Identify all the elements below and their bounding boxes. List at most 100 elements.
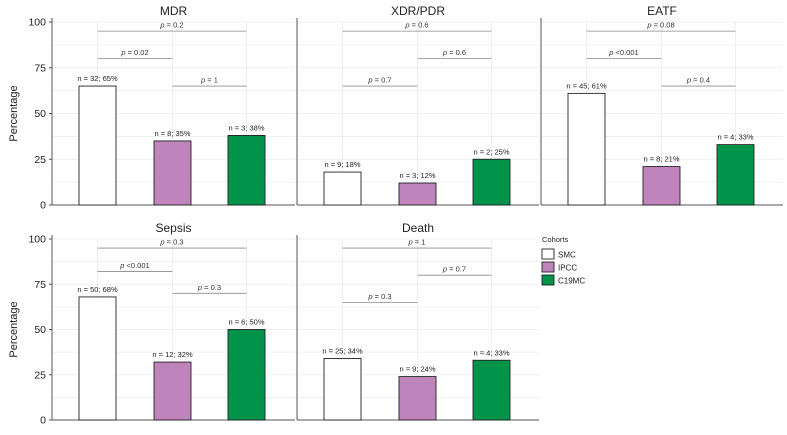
bar-ipcc	[642, 166, 681, 206]
panel-eatf: EATF n = 45; 61% n = 8; 21% n = 4; 33% p = 0…	[540, 4, 783, 206]
y-tick-label: 100	[28, 234, 46, 246]
legend-label-c19mc: C19MC	[558, 277, 585, 286]
p-value-label: p = 1	[200, 76, 218, 85]
p-value: = 0.3	[165, 238, 184, 247]
p-value-label: p = 0.08	[646, 21, 674, 30]
bar-c19mc	[227, 329, 266, 421]
panel-title: XDR/PDR	[391, 4, 445, 18]
bar-value-label: n = 6; 50%	[228, 318, 264, 327]
panel-title: EATF	[647, 4, 677, 18]
p-symbol: p	[646, 21, 651, 30]
p-symbol: p	[442, 48, 447, 57]
p-value: = 0.7	[373, 76, 392, 85]
p-value: <0.001	[613, 48, 638, 57]
p-value: = 1	[205, 76, 218, 85]
p-value: = 0.3	[202, 283, 221, 292]
bar-value-label: n = 4; 33%	[717, 133, 753, 142]
bar-value-label: n = 8; 21%	[643, 155, 679, 164]
bar-value-label: n = 4; 33%	[473, 348, 509, 357]
bar-c19mc	[227, 135, 266, 206]
p-value: = 0.6	[447, 48, 466, 57]
p-symbol: p	[159, 238, 164, 247]
legend-label-ipcc: IPCC	[558, 264, 577, 273]
p-symbol: p	[608, 48, 613, 57]
bar-value-label: n = 8; 35%	[154, 129, 190, 138]
y-tick-label: 100	[28, 17, 46, 29]
p-value: = 0.08	[652, 21, 675, 30]
bar-value-label: n = 3; 38%	[228, 123, 264, 132]
legend-title: Cohorts	[542, 235, 569, 244]
p-symbol: p	[367, 76, 372, 85]
y-tick-label: 25	[34, 369, 46, 381]
p-symbol: p	[197, 283, 202, 292]
p-symbol: p	[404, 21, 409, 30]
y-tick-label: 50	[34, 324, 46, 336]
legend-swatch-ipcc	[541, 261, 555, 273]
p-value: = 0.02	[126, 48, 149, 57]
p-symbol: p	[367, 292, 372, 301]
bar-value-label: n = 50; 68%	[77, 285, 118, 294]
y-axis-label: Percentage	[8, 85, 20, 141]
bar-value-label: n = 25; 34%	[322, 346, 363, 355]
bar-smc	[78, 296, 117, 421]
p-value-label: p <0.001	[119, 261, 149, 270]
panel-sepsis: 0 25 50 75 100 Percentage Sepsis n = 50; 68% n =…	[8, 221, 295, 427]
p-symbol: p	[200, 76, 205, 85]
y-tick-label: 0	[40, 200, 46, 212]
bar-ipcc	[153, 361, 192, 421]
bar-ipcc	[398, 182, 437, 206]
bar-value-label: n = 3; 12%	[399, 171, 435, 180]
p-value-label: p = 0.7	[367, 76, 391, 85]
bar-smc	[323, 171, 362, 206]
p-value-label: p = 0.3	[367, 292, 391, 301]
p-symbol: p	[442, 265, 447, 274]
y-axis-label: Percentage	[8, 301, 20, 357]
bar-c19mc	[716, 144, 755, 206]
p-value: = 0.6	[410, 21, 429, 30]
p-value-label: p = 1	[408, 238, 426, 247]
p-symbol: p	[119, 261, 124, 270]
panel-mdr: 0 25 50 75 100 Percentage MDR n = 32; 65% n = 8;…	[8, 4, 295, 212]
p-value: <0.001	[124, 261, 149, 270]
legend-swatch-smc	[541, 248, 555, 260]
bar-ipcc	[153, 140, 192, 206]
p-value: = 0.3	[373, 292, 392, 301]
panel-xdr-pdr: XDR/PDR n = 9; 18% n = 3; 12% n = 2; 25% p =…	[296, 4, 539, 206]
bar-value-label: n = 2; 25%	[473, 147, 509, 156]
bar-ipcc	[398, 376, 437, 421]
y-tick-label: 50	[34, 108, 46, 120]
p-value-label: p = 0.6	[442, 48, 466, 57]
legend: Cohorts SMC IPCC C19MC	[541, 235, 585, 286]
p-value: = 0.4	[691, 76, 710, 85]
p-value-label: p = 0.7	[442, 265, 466, 274]
y-tick-label: 0	[40, 415, 46, 427]
panel-death: Death n = 25; 34% n = 9; 24% n = 4; 33% p = …	[296, 221, 539, 421]
p-symbol: p	[120, 48, 125, 57]
p-value-label: p <0.001	[608, 48, 638, 57]
bar-value-label: n = 9; 24%	[399, 365, 435, 374]
p-symbol: p	[159, 21, 164, 30]
legend-label-smc: SMC	[558, 251, 576, 260]
y-tick-label: 75	[34, 279, 46, 291]
p-symbol: p	[408, 238, 413, 247]
p-symbol: p	[686, 76, 691, 85]
bar-c19mc	[472, 359, 511, 421]
bar-smc	[567, 92, 606, 206]
bar-value-label: n = 32; 65%	[77, 74, 118, 83]
p-value: = 1	[413, 238, 426, 247]
bar-c19mc	[472, 158, 511, 206]
p-value-label: p = 0.02	[120, 48, 148, 57]
panel-title: Death	[402, 221, 434, 235]
bar-smc	[78, 85, 117, 206]
p-value-label: p = 0.4	[686, 76, 710, 85]
panel-title: Sepsis	[155, 221, 191, 235]
p-value-label: p = 0.3	[197, 283, 221, 292]
panel-title: MDR	[160, 4, 188, 18]
p-value-label: p = 0.3	[159, 238, 183, 247]
bar-value-label: n = 9; 18%	[324, 160, 360, 169]
bar-value-label: n = 12; 32%	[152, 350, 193, 359]
bar-smc	[323, 358, 362, 421]
bar-value-label: n = 45; 61%	[566, 81, 607, 90]
